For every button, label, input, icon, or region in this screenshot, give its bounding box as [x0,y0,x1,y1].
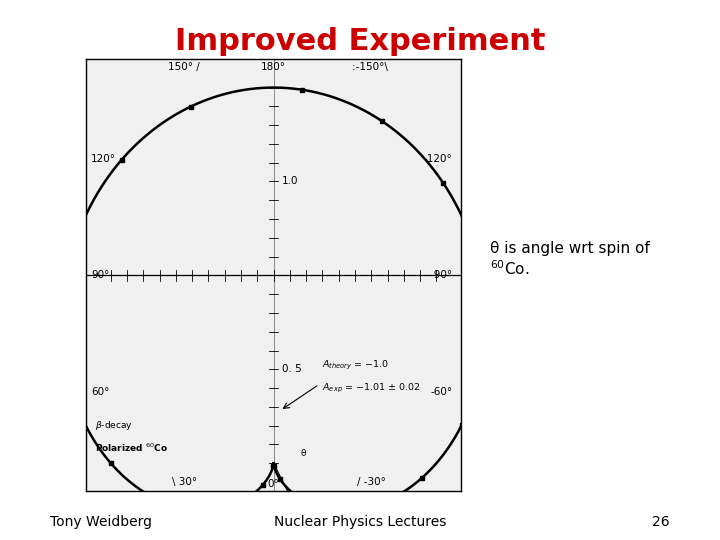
Text: 180°: 180° [261,62,286,72]
Text: Nuclear Physics Lectures: Nuclear Physics Lectures [274,515,446,529]
Text: / -30°: / -30° [357,477,386,487]
Text: $A_{theory}$ = $-$1.0: $A_{theory}$ = $-$1.0 [323,359,390,372]
Text: :-150°\: :-150°\ [351,62,391,72]
Text: $A_{exp}$ = $-$1.01 $\pm$ 0.02: $A_{exp}$ = $-$1.01 $\pm$ 0.02 [323,382,421,395]
Text: Tony Weidberg: Tony Weidberg [50,515,153,529]
Text: 90°: 90° [91,271,109,280]
Text: 1.0: 1.0 [282,177,298,186]
Text: -90°: -90° [431,271,453,280]
Text: θ: θ [300,449,306,458]
Text: -120°: -120° [424,154,453,164]
Text: Polarized $^{60}$Co: Polarized $^{60}$Co [94,442,168,454]
Text: Improved Experiment: Improved Experiment [175,27,545,56]
Text: 60°: 60° [91,387,109,397]
Text: 150° /: 150° / [168,62,200,72]
Text: \ 30°: \ 30° [171,477,197,487]
Text: 120°: 120° [91,154,117,164]
Text: 0. 5: 0. 5 [282,364,302,374]
Text: 26: 26 [652,515,670,529]
Text: -60°: -60° [431,387,453,397]
Text: $\beta$-decay: $\beta$-decay [94,419,132,432]
Text: θ is angle wrt spin of
$^{60}$Co.: θ is angle wrt spin of $^{60}$Co. [490,241,649,278]
Text: 0°: 0° [268,479,279,489]
